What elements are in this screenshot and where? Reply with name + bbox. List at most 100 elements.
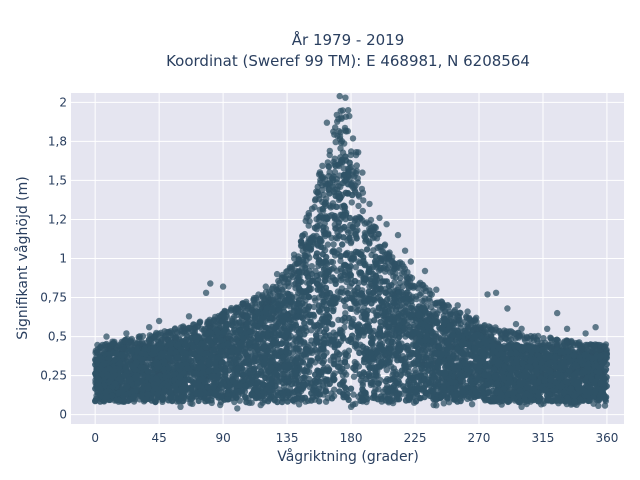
data-point <box>332 138 339 146</box>
data-point <box>335 247 343 254</box>
data-point <box>544 341 552 349</box>
data-point <box>595 402 602 409</box>
data-point <box>116 341 124 348</box>
data-point <box>352 169 360 177</box>
data-point <box>455 314 463 321</box>
data-point <box>328 395 336 402</box>
data-point <box>152 334 159 341</box>
data-point <box>390 273 397 280</box>
data-point <box>316 286 324 293</box>
data-point <box>308 263 315 270</box>
data-point <box>370 247 377 254</box>
data-point <box>407 361 414 368</box>
data-point <box>385 330 393 338</box>
data-point <box>438 336 445 343</box>
data-point <box>340 165 347 172</box>
data-point <box>416 291 423 298</box>
data-point <box>404 269 411 276</box>
data-point <box>328 390 335 397</box>
data-point <box>461 318 468 326</box>
data-point <box>241 302 248 310</box>
data-point <box>317 176 324 184</box>
data-point <box>444 301 451 309</box>
data-point <box>187 400 194 407</box>
data-point <box>337 257 344 265</box>
data-point <box>451 306 459 314</box>
data-point <box>172 334 179 342</box>
data-point <box>301 331 308 338</box>
data-point <box>381 242 388 249</box>
data-point <box>215 312 222 320</box>
data-point <box>369 270 377 278</box>
data-point <box>287 272 294 279</box>
data-point <box>348 148 355 155</box>
data-point <box>354 175 361 182</box>
data-point <box>301 230 308 238</box>
data-point <box>324 159 331 166</box>
data-point <box>233 311 240 319</box>
data-point <box>342 384 349 391</box>
data-point <box>285 279 292 286</box>
data-point <box>591 342 598 350</box>
data-point <box>157 329 165 336</box>
data-point <box>337 252 345 260</box>
data-point <box>275 288 282 295</box>
data-point <box>349 135 357 142</box>
data-point <box>601 343 608 350</box>
data-point <box>248 399 255 406</box>
data-point <box>326 147 333 155</box>
data-point <box>427 303 435 311</box>
data-point <box>440 400 447 407</box>
data-point <box>490 328 497 336</box>
data-point <box>548 345 556 353</box>
data-point <box>506 332 514 339</box>
data-point <box>347 272 355 279</box>
data-point <box>319 162 326 169</box>
data-point <box>324 180 332 188</box>
data-point <box>417 279 424 286</box>
data-point <box>377 257 385 265</box>
data-point <box>538 339 545 347</box>
data-point <box>331 131 338 138</box>
data-point <box>436 307 443 314</box>
data-point <box>406 273 414 281</box>
data-point <box>125 339 132 347</box>
data-point <box>287 265 294 272</box>
data-point <box>375 230 382 238</box>
data-point <box>227 307 235 314</box>
data-point <box>485 323 493 330</box>
data-point <box>345 229 352 236</box>
data-point <box>109 340 116 347</box>
data-point <box>92 397 99 405</box>
data-point <box>278 275 285 282</box>
data-point <box>173 328 181 336</box>
data-point <box>92 347 100 354</box>
data-point <box>418 365 425 373</box>
data-point <box>442 308 449 315</box>
data-point <box>323 253 330 261</box>
data-point <box>276 307 283 314</box>
data-point <box>204 318 211 325</box>
data-point <box>457 397 464 405</box>
data-point <box>411 283 418 290</box>
data-point <box>405 283 412 290</box>
data-point <box>342 303 349 310</box>
data-point <box>399 383 407 390</box>
data-point <box>139 332 147 340</box>
data-point <box>359 207 366 215</box>
data-point <box>233 305 240 312</box>
data-point <box>196 318 204 325</box>
data-point <box>332 225 339 232</box>
data-point <box>310 303 318 311</box>
data-point <box>179 327 186 335</box>
data-point <box>343 128 350 135</box>
data-point <box>250 297 258 304</box>
data-point <box>339 107 346 114</box>
data-point <box>377 318 384 326</box>
data-point <box>219 318 226 325</box>
data-point <box>308 205 316 212</box>
data-point <box>547 335 555 342</box>
data-point <box>292 261 299 268</box>
data-point <box>360 197 367 204</box>
